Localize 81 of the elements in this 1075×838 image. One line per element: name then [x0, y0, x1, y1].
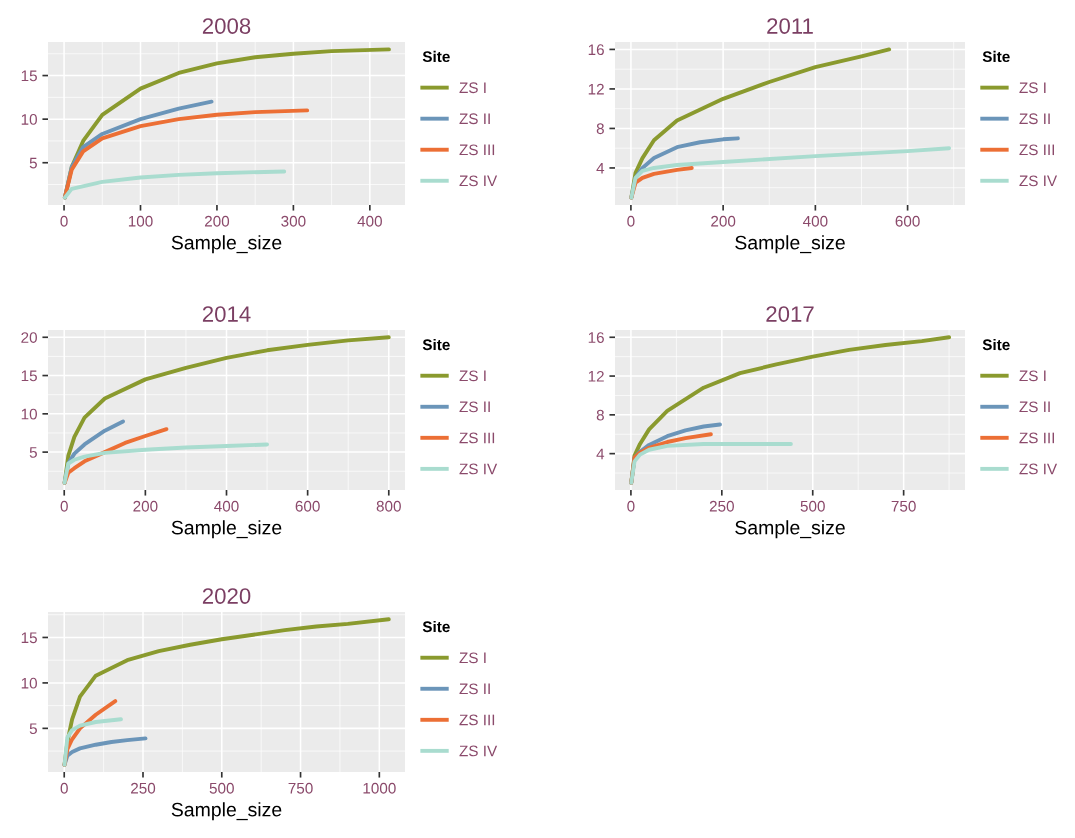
y-tick-label: 8 — [596, 409, 604, 421]
x-tick-label: 500 — [800, 500, 825, 512]
y-tick-label: 16 — [588, 44, 604, 56]
legend-title: Site — [422, 620, 450, 633]
x-tick-label: 200 — [711, 215, 736, 227]
legend-label: ZS IV — [1019, 175, 1058, 187]
legend-label: ZS III — [459, 144, 495, 156]
y-tick-label: 5 — [29, 157, 37, 169]
chart-title: 2011 — [767, 18, 813, 34]
legend-label: ZS I — [459, 82, 486, 94]
x-tick-label: 600 — [295, 500, 320, 512]
y-tick-label: 15 — [21, 70, 37, 82]
legend-label: ZS I — [1019, 82, 1046, 94]
chart-title: 2017 — [766, 306, 814, 322]
line-series — [629, 146, 952, 200]
legend-label: ZS IV — [459, 463, 498, 475]
line-series — [62, 169, 287, 200]
legend-label: ZS III — [459, 432, 495, 444]
y-tick-label: 12 — [588, 370, 604, 382]
x-tick-label: 200 — [204, 215, 230, 227]
y-tick-label: 4 — [596, 162, 605, 174]
x-tick-label: 0 — [60, 782, 68, 794]
x-tick-label: 0 — [60, 215, 68, 227]
line-series — [629, 441, 793, 485]
y-tick-label: 16 — [588, 332, 604, 343]
x-tick-label: 0 — [60, 500, 68, 512]
y-tick-label: 20 — [21, 332, 37, 343]
x-tick-label: 400 — [802, 215, 828, 227]
line-series — [62, 442, 270, 485]
legend-label: ZS IV — [459, 745, 498, 757]
legend-label: ZS II — [1019, 401, 1050, 413]
legend-title: Site — [982, 50, 1010, 63]
y-tick-label: 10 — [21, 408, 37, 420]
x-tick-label: 250 — [131, 782, 156, 794]
x-tick-label: 0 — [627, 215, 635, 227]
y-tick-label: 10 — [21, 677, 37, 689]
y-tick-label: 15 — [21, 370, 37, 382]
x-tick-label: 0 — [627, 500, 635, 512]
x-tick-label: 250 — [709, 500, 734, 512]
x-tick-label: 750 — [288, 782, 313, 794]
y-tick-label: 12 — [588, 83, 604, 95]
x-tick-label: 300 — [281, 215, 306, 227]
legend-label: ZS I — [459, 652, 486, 664]
legend-label: ZS II — [1019, 113, 1050, 125]
x-tick-label: 400 — [357, 215, 382, 227]
x-tick-label: 600 — [895, 215, 920, 227]
y-tick-label: 8 — [596, 123, 604, 135]
x-tick-label: 500 — [209, 782, 234, 794]
legend-label: ZS I — [1019, 370, 1046, 382]
legend-label: ZS III — [459, 714, 495, 726]
line-series — [62, 717, 123, 767]
legend-title: Site — [422, 50, 450, 63]
chart-title: 2014 — [202, 306, 251, 322]
y-tick-label: 10 — [21, 114, 37, 125]
chart-title: 2008 — [202, 18, 251, 34]
x-tick-label: 800 — [376, 500, 401, 512]
x-tick-label: 400 — [214, 500, 239, 512]
legend-title: Site — [982, 338, 1010, 351]
x-axis-title: Sample_size — [171, 520, 282, 539]
legend-label: ZS II — [459, 401, 490, 413]
x-axis-title: Sample_size — [171, 235, 282, 254]
legend-label: ZS I — [459, 370, 486, 382]
legend-title: Site — [422, 338, 450, 351]
x-axis-title: Sample_size — [171, 802, 282, 821]
legend-label: ZS III — [1019, 432, 1055, 444]
x-tick-label: 1000 — [363, 782, 396, 794]
legend-label: ZS IV — [459, 175, 498, 187]
x-tick-label: 100 — [128, 215, 153, 227]
y-tick-label: 15 — [21, 632, 37, 644]
legend-label: ZS II — [459, 113, 490, 125]
y-tick-label: 5 — [29, 723, 37, 735]
x-tick-label: 750 — [891, 500, 916, 512]
legend-label: ZS IV — [1019, 463, 1058, 475]
x-axis-title: Sample_size — [735, 235, 845, 254]
legend-label: ZS II — [459, 683, 490, 695]
y-tick-label: 4 — [596, 448, 605, 460]
x-axis-title: Sample_size — [735, 520, 845, 539]
x-tick-label: 200 — [133, 500, 158, 512]
chart-title: 2020 — [202, 588, 251, 604]
legend-label: ZS III — [1019, 144, 1055, 156]
y-tick-label: 5 — [29, 447, 37, 458]
